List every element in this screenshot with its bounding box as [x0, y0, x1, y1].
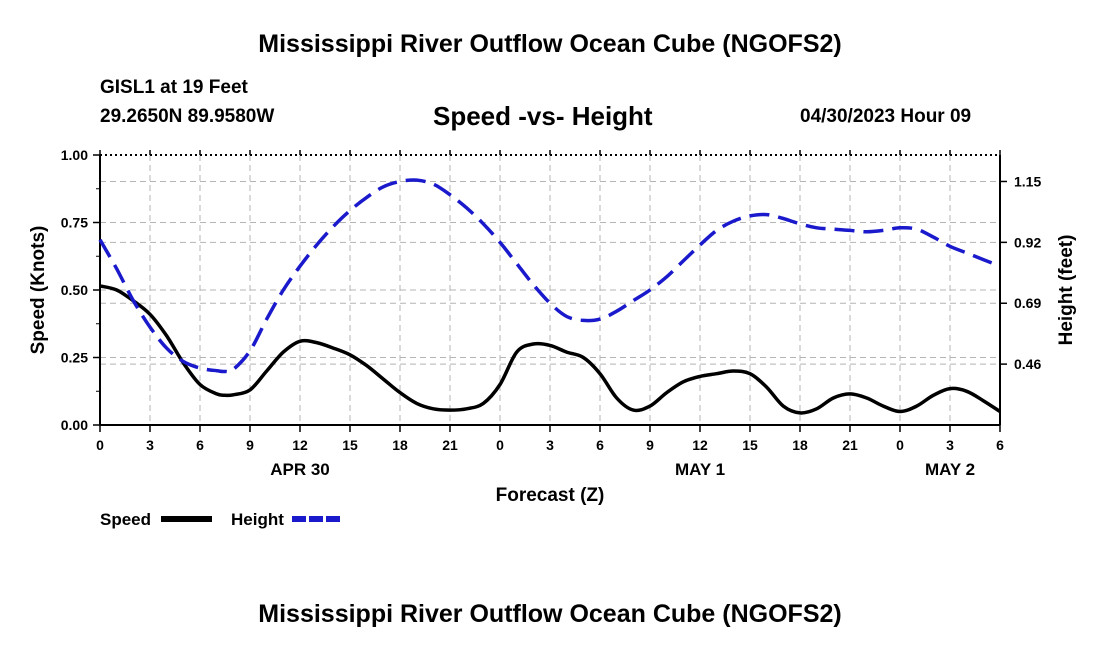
y2-tick-label: 0.92	[1014, 234, 1041, 250]
x-tick-label: 6	[996, 437, 1004, 453]
y2-axis-title: Height (feet)	[1056, 235, 1077, 346]
chart-main-title: Mississippi River Outflow Ocean Cube (NG…	[258, 30, 842, 58]
x-tick-label: 12	[292, 437, 308, 453]
y-tick-label: 1.00	[61, 147, 88, 163]
x-tick-label: 18	[392, 437, 408, 453]
station-label: GISL1 at 19 Feet	[100, 77, 248, 98]
x-tick-label: 15	[342, 437, 358, 453]
height-series-line	[98, 178, 1001, 374]
x-tick-label: 3	[546, 437, 554, 453]
x-tick-label: 3	[946, 437, 954, 453]
x-tick-label: 0	[896, 437, 904, 453]
legend-label-height: Height	[231, 510, 284, 529]
y-tick-label: 0.25	[61, 350, 88, 366]
footer-title: Mississippi River Outflow Ocean Cube (NG…	[258, 600, 842, 628]
x-axis-title: Forecast (Z)	[496, 485, 605, 506]
x-tick-label: 18	[792, 437, 808, 453]
y-tick-label: 0.00	[61, 417, 88, 433]
x-tick-label: 21	[442, 437, 458, 453]
y-tick-label: 0.50	[61, 282, 88, 298]
x-tick-label: 3	[146, 437, 154, 453]
x-tick-label: 9	[246, 437, 254, 453]
y2-tick-label: 0.69	[1014, 295, 1041, 311]
x-tick-label: 12	[692, 437, 708, 453]
date-label: MAY 2	[925, 460, 975, 479]
x-tick-label: 0	[496, 437, 504, 453]
x-tick-label: 0	[96, 437, 104, 453]
x-tick-label: 15	[742, 437, 758, 453]
forecast-timestamp: 04/30/2023 Hour 09	[800, 106, 972, 127]
date-label: MAY 1	[675, 460, 725, 479]
x-tick-label: 6	[596, 437, 604, 453]
y2-tick-label: 0.46	[1014, 356, 1041, 372]
x-tick-label: 9	[646, 437, 654, 453]
x-tick-label: 6	[196, 437, 204, 453]
station-coordinates: 29.2650N 89.9580W	[100, 106, 275, 127]
y-tick-label: 0.75	[61, 215, 88, 231]
y-axis-title: Speed (Knots)	[28, 226, 49, 355]
speed-series-line	[99, 284, 1001, 415]
chart-subtitle: Speed -vs- Height	[433, 101, 653, 131]
x-tick-label: 21	[842, 437, 858, 453]
date-label: APR 30	[270, 460, 330, 479]
y2-tick-label: 1.15	[1014, 173, 1041, 189]
legend-label-speed: Speed	[100, 510, 151, 529]
